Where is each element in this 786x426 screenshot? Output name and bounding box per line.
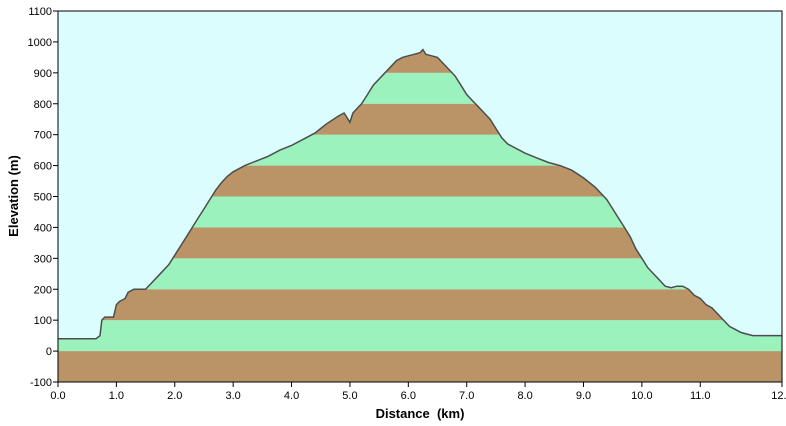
x-tick-label: 7.0 xyxy=(459,390,474,402)
x-tick-label: 3.0 xyxy=(226,390,241,402)
y-tick-label: 600 xyxy=(34,161,52,173)
y-axis-title: Elevation (m) xyxy=(6,155,21,237)
elevation-band xyxy=(58,351,782,382)
y-tick-label: 800 xyxy=(34,99,52,111)
y-tick-label: 100 xyxy=(34,315,52,327)
elevation-band xyxy=(58,320,782,352)
y-tick-label: 1000 xyxy=(28,37,52,49)
y-tick-label: 200 xyxy=(34,284,52,296)
terrain-outline xyxy=(58,48,782,340)
x-tick-label: 9.0 xyxy=(576,390,591,402)
x-axis: 0.0 1.0 2.0 3.0 4.0 5.0 6.0 7.0 8.0 9.0 10.0 11.0 12… xyxy=(50,382,786,402)
x-tick-label: 0.0 xyxy=(50,390,65,402)
y-tick-label: 500 xyxy=(34,192,52,204)
elevation-band xyxy=(58,289,782,321)
y-tick-label: 300 xyxy=(34,253,52,265)
x-tick-label: 6.0 xyxy=(401,390,416,402)
x-tick-label: 10.0 xyxy=(631,390,652,402)
y-tick-label: -100 xyxy=(30,377,52,389)
y-tick-label: 900 xyxy=(34,68,52,80)
x-tick-label: 1.0 xyxy=(109,390,124,402)
y-tick-label: 0 xyxy=(46,346,52,358)
x-tick-label: 12.4 xyxy=(771,390,786,402)
y-tick-label: 700 xyxy=(34,130,52,142)
x-tick-label: 8.0 xyxy=(517,390,532,402)
x-tick-label: 11.0 xyxy=(690,390,711,402)
x-tick-label: 5.0 xyxy=(342,390,357,402)
x-tick-label: 4.0 xyxy=(284,390,299,402)
y-tick-label: 1100 xyxy=(28,6,52,18)
y-tick-label: 400 xyxy=(34,222,52,234)
x-axis-title: Distance (km) xyxy=(376,406,465,421)
x-tick-label: 2.0 xyxy=(167,390,182,402)
